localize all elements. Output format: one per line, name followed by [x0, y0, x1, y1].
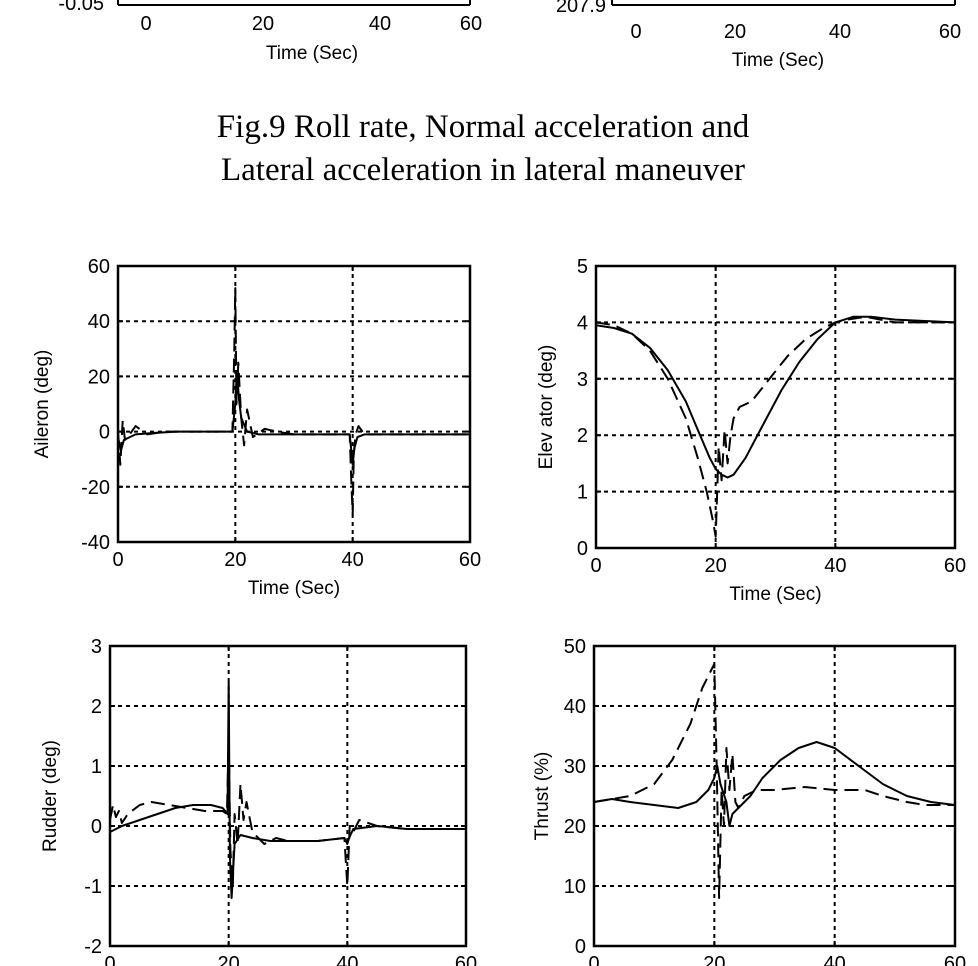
xtick-label: 60	[459, 549, 481, 571]
ytick-label: 1	[577, 482, 588, 504]
series-line-solid	[117, 369, 470, 466]
xtick-label: 20	[224, 549, 246, 571]
series-line-dashed	[593, 663, 955, 899]
y-axis-label: Elev ator (deg)	[536, 345, 557, 470]
xtick-label: 20	[705, 555, 727, 577]
ytick-label: 20	[564, 816, 586, 838]
xtick-label: 40	[829, 21, 851, 43]
ytick-label: -20	[81, 477, 110, 499]
series-line-solid	[109, 681, 466, 899]
series-line-dashed	[595, 315, 955, 538]
ytick-label: 207.9	[556, 0, 606, 17]
ytick-label: 30	[564, 756, 586, 778]
figure-caption-line-2: Lateral acceleration in lateral maneuver	[221, 152, 745, 188]
ytick-label: 40	[88, 311, 110, 333]
series-line-dashed	[117, 287, 470, 516]
plot-frame	[108, 644, 468, 948]
xtick-label: 20	[252, 13, 274, 35]
y-axis-label: Rudder (deg)	[40, 740, 61, 852]
ytick-label: -1	[84, 876, 102, 898]
plot-frame	[594, 264, 957, 550]
ytick-label: -40	[81, 532, 110, 554]
xtick-label: 40	[369, 13, 391, 35]
series-line-solid	[595, 315, 956, 479]
x-axis-label: Time (Sec)	[266, 43, 358, 64]
ytick-label: 10	[564, 876, 586, 898]
x-axis-label: Time (Sec)	[729, 584, 821, 605]
xtick-label: 40	[824, 953, 846, 966]
series-line-solid	[593, 741, 956, 827]
figure-caption-line-1: Fig.9 Roll rate, Normal acceleration and	[217, 109, 750, 145]
xtick-label: 20	[724, 21, 746, 43]
xtick-label: 20	[703, 953, 725, 966]
xtick-label: 0	[104, 953, 115, 966]
ytick-label: 4	[577, 312, 588, 334]
plot-frame	[592, 644, 957, 948]
ytick-label: 3	[577, 369, 588, 391]
ytick-label: 2	[577, 425, 588, 447]
xtick-label: 60	[939, 21, 961, 43]
top-right-partial-plot: 207.9 0 20 40 60 Time (Sec)	[556, 0, 961, 71]
ytick-label: 1	[91, 756, 102, 778]
xtick-label: 40	[824, 555, 846, 577]
x-axis-label: Time (Sec)	[248, 578, 340, 599]
ytick-label: 0	[99, 422, 110, 444]
ytick-label: 20	[88, 366, 110, 388]
ytick-label: 60	[88, 256, 110, 278]
ytick-label: 0	[575, 936, 586, 958]
y-axis-label: Thrust (%)	[532, 752, 553, 841]
ytick-label: 5	[577, 256, 588, 278]
aileron-plot: -40 -20 0 20 40 60 0 20 40 60 Time (Sec) Aileron (d…	[32, 256, 481, 599]
xtick-label: 0	[590, 555, 601, 577]
top-left-partial-plot: -0.05 0 20 40 60 Time (Sec)	[58, 0, 482, 64]
xtick-label: 60	[455, 953, 477, 966]
xtick-label: 20	[218, 953, 240, 966]
ytick-label: 0	[91, 816, 102, 838]
y-axis-label: Aileron (deg)	[32, 350, 53, 459]
xtick-label: 0	[630, 21, 641, 43]
xtick-label: 40	[336, 953, 358, 966]
rudder-plot: -2-101230204060Time (Sec)Rudder (deg)	[40, 636, 477, 966]
xtick-label: 60	[944, 555, 966, 577]
ytick-label: -2	[84, 936, 102, 958]
plot-frame	[116, 264, 472, 544]
elevator-plot: 0 1 2 3 4 5 0 20 40 60 Time (Sec) Elev ator (deg)	[536, 256, 966, 605]
xtick-label: 0	[112, 549, 123, 571]
ytick-label: 3	[91, 636, 102, 658]
thrust-plot: 0 10 20 30 40 50 0 20 40 60 Thrust (%)	[532, 636, 966, 966]
x-axis-label: Time (Sec)	[732, 50, 824, 71]
xtick-label: 0	[140, 13, 151, 35]
ytick-label: 0	[577, 538, 588, 560]
xtick-label: 0	[588, 953, 599, 966]
ytick-label: 50	[564, 636, 586, 658]
xtick-label: 60	[460, 13, 482, 35]
series-line-dashed	[109, 741, 466, 887]
xtick-label: 40	[342, 549, 364, 571]
ytick-label: 2	[91, 696, 102, 718]
ytick-label: 40	[564, 696, 586, 718]
ytick-label: -0.05	[58, 0, 104, 15]
xtick-label: 60	[944, 953, 966, 966]
